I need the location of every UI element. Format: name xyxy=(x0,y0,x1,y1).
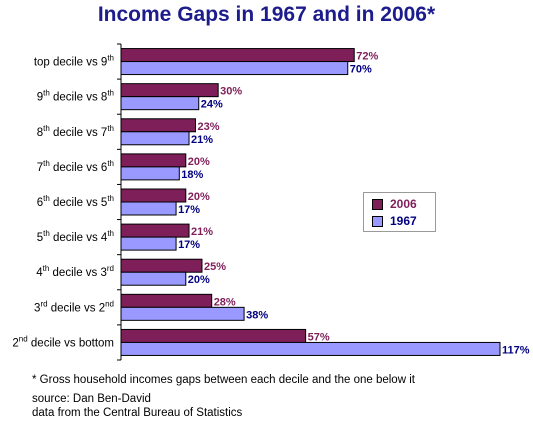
category-label: 6th decile vs 5th xyxy=(37,194,114,209)
data-label-1967: 21% xyxy=(191,134,213,146)
data-label-2006: 20% xyxy=(188,156,210,168)
category-label: 3rd decile vs 2nd xyxy=(34,299,114,314)
data-label-2006: 28% xyxy=(214,296,236,308)
bar-2006 xyxy=(120,118,197,133)
legend-item-2006: 2006 xyxy=(372,197,417,211)
bar-2006 xyxy=(120,223,190,238)
data-label-1967: 24% xyxy=(201,99,223,111)
legend-label-2006: 2006 xyxy=(390,197,417,211)
bar-2006 xyxy=(120,153,187,168)
bar-1967 xyxy=(120,306,245,321)
bar-1967 xyxy=(120,96,200,111)
bar-2006 xyxy=(120,188,187,203)
data-label-1967: 17% xyxy=(178,239,200,251)
bar-2006 xyxy=(120,293,213,308)
bar-1967 xyxy=(120,201,177,216)
data-label-1967: 117% xyxy=(502,344,530,356)
chart-title: Income Gaps in 1967 and in 2006* xyxy=(97,3,436,26)
bar-1967 xyxy=(120,61,349,76)
bar-2006 xyxy=(120,83,219,98)
category-label: top decile vs 9th xyxy=(34,54,114,69)
data-label-2006: 25% xyxy=(204,261,226,273)
data-label-2006: 57% xyxy=(308,331,330,343)
category-label: 7th decile vs 6th xyxy=(37,159,114,174)
data-label-1967: 18% xyxy=(181,169,203,181)
legend-swatch-2006 xyxy=(372,198,383,210)
bar-2006 xyxy=(120,48,355,63)
category-label: 2nd decile vs bottom xyxy=(12,334,114,349)
footnote: * Gross household incomes gaps between e… xyxy=(32,374,415,386)
data-label-1967: 20% xyxy=(188,274,210,286)
bar-1967 xyxy=(120,271,187,286)
data-label-1967: 17% xyxy=(178,204,200,216)
data-label-1967: 38% xyxy=(246,309,268,321)
data-label-2006: 30% xyxy=(220,86,242,98)
legend-item-1967: 1967 xyxy=(372,214,417,228)
source-line: source: Dan Ben-David xyxy=(32,393,151,405)
data-label-2006: 21% xyxy=(191,226,213,238)
data-label-2006: 23% xyxy=(198,121,220,133)
bar-1967 xyxy=(120,236,177,251)
bar-1967 xyxy=(120,131,190,146)
category-label: 8th decile vs 7th xyxy=(37,124,114,139)
bar-1967 xyxy=(120,166,180,181)
data-label-2006: 72% xyxy=(356,51,378,63)
category-label: 5th decile vs 4th xyxy=(37,229,114,244)
data-label-2006: 20% xyxy=(188,191,210,203)
data-source-line: data from the Central Bureau of Statisti… xyxy=(32,407,243,419)
category-label: 9th decile vs 8th xyxy=(37,89,114,104)
bar-2006 xyxy=(120,258,203,273)
data-label-1967: 70% xyxy=(350,64,372,76)
legend-label-1967: 1967 xyxy=(390,214,417,228)
legend: 2006 1967 xyxy=(363,192,436,232)
category-label: 4th decile vs 3rd xyxy=(36,264,114,279)
legend-swatch-1967 xyxy=(372,215,383,227)
bar-1967 xyxy=(120,341,501,356)
bar-2006 xyxy=(120,328,307,343)
